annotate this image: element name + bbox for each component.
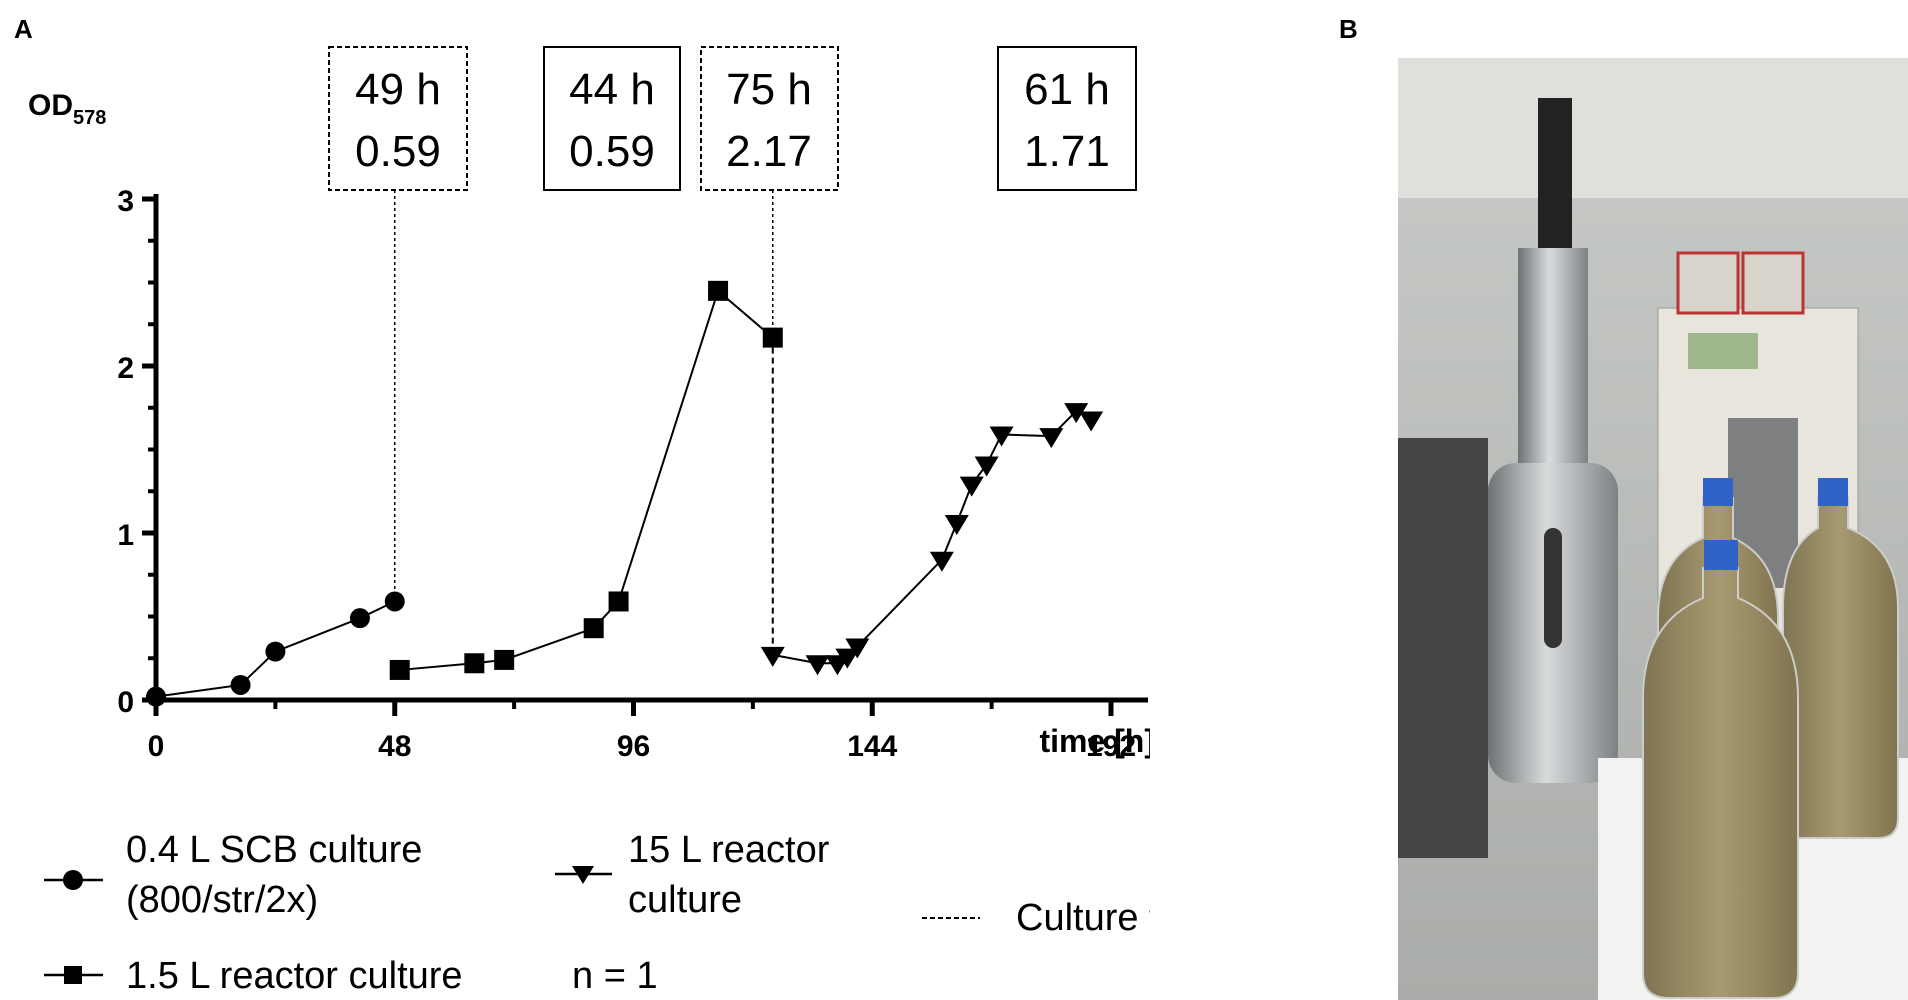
series-0-point-1	[230, 674, 251, 695]
pump-left	[1676, 251, 1740, 315]
series-2-point-7	[959, 476, 984, 497]
annotation-4-line2: 1.71	[1024, 127, 1110, 176]
legend-1-5l-label: 1.5 L reactor culture	[126, 955, 463, 997]
annotation-2-line2: 0.59	[569, 127, 655, 176]
series-1-point-5	[708, 280, 729, 301]
bottle-front-cap	[1704, 540, 1738, 570]
transfer-lines	[394, 190, 774, 655]
series-2-point-10	[1039, 428, 1064, 449]
reactor-motor	[1538, 98, 1572, 248]
y-tick-label-1: 1	[117, 519, 134, 552]
controller-display	[1688, 333, 1758, 369]
annotation-1-line2: 0.59	[355, 127, 441, 176]
bottle-right-cap	[1818, 478, 1848, 506]
annotation-box-3: 75 h 2.17	[700, 46, 839, 191]
series-1-point-6	[762, 327, 783, 348]
annotation-box-1-border	[328, 46, 468, 191]
series-0-point-3	[349, 608, 370, 629]
data-markers	[146, 280, 1104, 707]
legend-transfer-label: Culture transfer	[1016, 897, 1150, 939]
legend-15l-marker	[572, 866, 594, 884]
series-2-point-12	[1079, 411, 1104, 432]
series-2-point-11	[1064, 403, 1089, 424]
series-0-point-4	[384, 591, 405, 612]
dark-cabinet	[1398, 438, 1488, 858]
legend-item-1-5l: 1.5 L reactor culture	[44, 955, 463, 997]
legend-15l-label-line1: 15 L reactor	[628, 829, 830, 871]
bioreactor-photo	[1398, 58, 1908, 1000]
annotation-box-4: 61 h 1.71	[997, 46, 1137, 191]
series-1-point-3	[583, 618, 604, 639]
series-line-2	[772, 409, 1092, 665]
legend-item-scb: 0.4 L SCB culture (800/str/2x)	[44, 829, 422, 921]
panel-b-label: B	[1339, 14, 1358, 44]
y-tick-label-3: 3	[117, 185, 134, 218]
annotation-box-2: 44 h 0.59	[543, 46, 681, 191]
legend-item-transfer: Culture transfer	[922, 897, 1150, 939]
bioreactor-photo-illustration	[1398, 58, 1908, 1000]
y-axis-label: OD578	[28, 89, 106, 129]
series-1-point-2	[494, 649, 515, 670]
series-2-point-8	[974, 456, 999, 477]
panel-a-label: A	[14, 14, 33, 44]
annotation-3-line1: 75 h	[726, 65, 812, 114]
series-1-point-1	[464, 653, 485, 674]
legend-scb-label-line1: 0.4 L SCB culture	[126, 829, 422, 871]
series-2-point-1	[805, 655, 830, 676]
reactor-sight-glass	[1544, 528, 1562, 648]
od-growth-chart: OD578 time [h] 0 1 2 3 0 48 96 144 192 49 h 0.59…	[28, 46, 1150, 997]
pump-right	[1741, 251, 1805, 315]
bottle-right	[1782, 497, 1899, 839]
x-tick-label-48: 48	[378, 730, 411, 763]
annotation-box-4-border	[997, 46, 1137, 191]
series-2-point-9	[989, 426, 1014, 447]
legend-scb-marker	[63, 870, 83, 890]
annotation-box-1: 49 h 0.59	[328, 46, 468, 191]
reactor-column	[1518, 248, 1588, 468]
bottle-front	[1642, 567, 1799, 999]
legend-n-note: n = 1	[572, 955, 658, 997]
annotation-2-line1: 44 h	[569, 65, 655, 114]
series-1-point-0	[389, 659, 410, 680]
series-2-point-6	[944, 514, 969, 535]
series-2-point-5	[929, 551, 954, 572]
annotation-3-line2: 2.17	[726, 127, 812, 176]
x-tick-label-96: 96	[617, 730, 650, 763]
series-0-point-2	[265, 641, 286, 662]
series-line-1	[399, 289, 774, 671]
annotation-1-line1: 49 h	[355, 65, 441, 114]
x-tick-label-144: 144	[847, 730, 897, 763]
annotation-4-line1: 61 h	[1024, 65, 1110, 114]
x-tick-label-192: 192	[1086, 730, 1136, 763]
x-axis-label: time [h]	[1039, 723, 1150, 759]
legend-item-15l: 15 L reactor culture	[555, 829, 830, 921]
legend-scb-label-line2: (800/str/2x)	[126, 879, 318, 921]
series-2-point-3	[835, 648, 860, 669]
axis-ticks: 0 1 2 3 0 48 96 144 192	[117, 185, 1136, 763]
bottle-left-cap	[1703, 478, 1733, 506]
series-2-point-0	[760, 646, 785, 667]
series-lines	[155, 289, 1092, 698]
series-1-point-4	[608, 591, 629, 612]
annotation-box-2-border	[543, 46, 681, 191]
x-tick-label-0: 0	[148, 730, 165, 763]
legend-1-5l-marker	[64, 966, 82, 984]
ceiling-area	[1398, 58, 1908, 198]
y-tick-label-0: 0	[117, 686, 134, 719]
series-2-point-4	[845, 638, 870, 659]
annotation-box-3-border	[700, 46, 839, 191]
y-tick-label-2: 2	[117, 352, 134, 385]
legend-15l-label-line2: culture	[628, 879, 742, 921]
series-0-point-0	[146, 686, 166, 707]
legend: 0.4 L SCB culture (800/str/2x) 15 L reac…	[44, 829, 1150, 997]
